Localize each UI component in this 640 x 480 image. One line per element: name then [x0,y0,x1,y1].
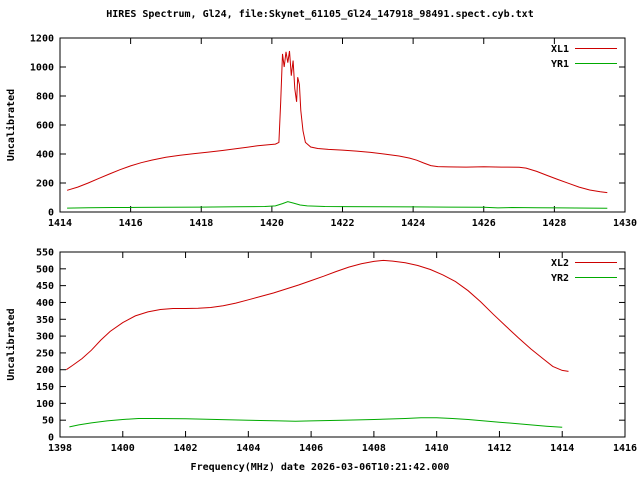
x-tick-label: 1406 [299,443,323,454]
y-tick-label: 400 [36,150,54,161]
series-YR2-line [69,417,563,428]
y-tick-label: 1200 [30,34,54,45]
y-tick-label: 200 [36,365,54,376]
y-tick-label: 0 [48,208,54,219]
bottom-spectrum-chart: 1398 1400 1402 1404 1406 1408 1410 1412 1414 1416… [5,248,637,455]
x-tick-label: 1404 [236,443,260,454]
y-tick-label: 200 [36,179,54,190]
y-tick-label: 50 [42,416,54,427]
plot-group: 1398 1400 1402 1404 1406 1408 1410 1412 1414 1416… [5,248,637,455]
x-tick-label: 1408 [362,443,386,454]
x-tick-label: 1428 [542,218,566,229]
y-tick-label: 0 [48,433,54,444]
y-axis-label: Uncalibrated [5,89,17,161]
plot-group: 1414 1416 1418 1420 1422 1424 1426 1428 1430 0 200… [5,34,637,230]
y-tick-label: 250 [36,348,54,359]
x-tick-label: 1416 [119,218,143,229]
series-XL2-line [66,259,569,372]
x-tick-label: 1410 [425,443,449,454]
x-tick-label: 1400 [111,443,135,454]
y-tick-label: 450 [36,281,54,292]
y-tick-label: 500 [36,264,54,275]
x-axis-label: Frequency(MHz) date 2026-03-06T10:21:42.… [190,462,450,473]
top-spectrum-chart: 1414 1416 1418 1420 1422 1424 1426 1428 1430 0 200… [5,34,637,230]
y-tick-label: 550 [36,248,54,259]
x-tick-label: 1418 [189,218,213,229]
chart-title: HIRES Spectrum, Gl24, file:Skynet_61105_… [106,8,534,20]
x-tick-label: 1426 [472,218,496,229]
x-tick-label: 1416 [613,443,637,454]
y-tick-label: 600 [36,121,54,132]
x-tick-label: 1414 [48,218,72,229]
x-tick-label: 1414 [550,443,574,454]
y-tick-label: 350 [36,315,54,326]
x-tick-label: 1430 [613,218,637,229]
legend-label-XL2: XL2 [551,258,569,269]
y-tick-label: 150 [36,382,54,393]
y-axis-label: Uncalibrated [5,308,17,380]
y-tick-label: 400 [36,298,54,309]
legend-label-XL1: XL1 [551,44,569,55]
plot-border [59,37,626,213]
series-YR1-line [67,201,608,209]
x-tick-label: 1424 [401,218,425,229]
x-tick-label: 1420 [260,218,284,229]
x-tick-label: 1422 [330,218,354,229]
x-tick-label: 1398 [48,443,72,454]
x-tick-label: 1402 [174,443,198,454]
series-XL1-line [66,50,608,194]
legend-label-YR1: YR1 [551,59,569,70]
y-tick-label: 100 [36,399,54,410]
y-tick-label: 1000 [30,63,54,74]
y-tick-label: 300 [36,332,54,343]
y-tick-label: 800 [36,92,54,103]
plot-border [59,251,626,438]
legend-label-YR2: YR2 [551,273,569,284]
x-tick-label: 1412 [487,443,511,454]
